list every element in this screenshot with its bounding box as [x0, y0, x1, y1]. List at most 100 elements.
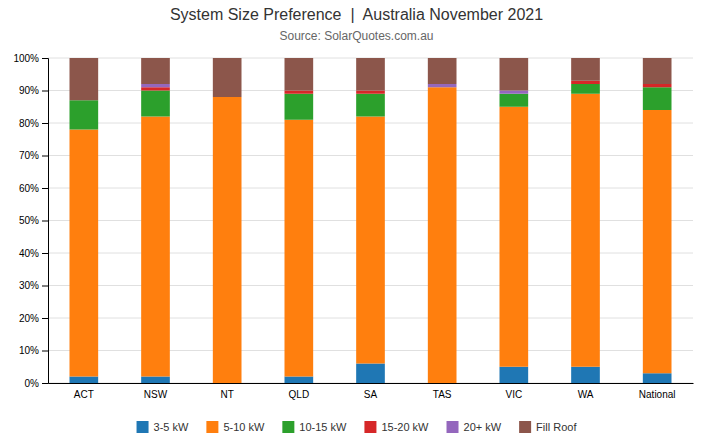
bar-segment [500, 91, 529, 94]
bars [70, 58, 672, 383]
legend-swatch [447, 421, 459, 433]
bar-segment [285, 120, 314, 377]
y-tick-label: 100% [13, 53, 39, 64]
y-tick: 30% [19, 280, 48, 291]
x-tick-label: WA [578, 389, 594, 400]
y-axis: 0% 10% 20% 30% 40% 50% 60% 70% 80% 90% 100% [13, 53, 48, 389]
y-tick-mark [42, 58, 48, 59]
x-tick: SA [364, 383, 378, 400]
bar-segment [643, 84, 672, 87]
legend-item: 3-5 kW [137, 421, 189, 433]
bar-segment [285, 377, 314, 384]
legend-label: 10-15 kW [299, 421, 347, 433]
bar-segment [428, 84, 457, 87]
y-tick-mark [42, 351, 48, 352]
bar-segment [356, 117, 385, 364]
y-tick-mark [42, 123, 48, 124]
bar-segment [356, 91, 385, 94]
bar-segment [643, 87, 672, 110]
x-tick-label: NSW [144, 389, 168, 400]
bar-segment [500, 367, 529, 383]
legend-item: 5-10 kW [206, 421, 265, 433]
legend-swatch [206, 421, 218, 433]
bar-segment [571, 94, 600, 367]
y-tick: 10% [19, 345, 48, 356]
y-tick-mark [42, 156, 48, 157]
legend-item: Fill Roof [519, 421, 577, 433]
y-tick: 60% [19, 183, 48, 194]
y-tick: 90% [19, 85, 48, 96]
bar-segment [571, 84, 600, 94]
x-tick-label: NT [220, 389, 233, 400]
x-tick: QLD [289, 383, 310, 400]
bar-segment [141, 58, 170, 84]
chart: System Size Preference | Australia Novem… [0, 0, 713, 445]
y-tick-mark [42, 188, 48, 189]
x-tick: NT [220, 383, 233, 400]
bar-segment [500, 94, 529, 107]
title: System Size Preference | Australia Novem… [170, 6, 543, 23]
y-tick-label: 30% [19, 280, 39, 291]
bar-segment [70, 100, 99, 129]
y-tick-label: 0% [25, 378, 40, 389]
bar-segment [643, 373, 672, 383]
x-tick: VIC [505, 383, 522, 400]
y-tick: 80% [19, 118, 48, 129]
bar-segment [643, 110, 672, 373]
series [70, 87, 672, 383]
bar-segment [571, 81, 600, 84]
y-tick-label: 70% [19, 150, 39, 161]
bar-segment [141, 87, 170, 90]
x-axis-line [49, 383, 694, 384]
bar-segment [500, 107, 529, 367]
legend-item: 15-20 kW [364, 421, 429, 433]
legend: 3-5 kW 5-10 kW 10-15 kW 15-20 kW 20+ kW Fill … [137, 421, 578, 433]
y-tick-label: 50% [19, 215, 39, 226]
bar-segment [70, 377, 99, 384]
legend-label: 15-20 kW [381, 421, 429, 433]
bar-segment [428, 58, 457, 84]
y-tick-label: 40% [19, 248, 39, 259]
y-tick: 0% [25, 378, 48, 389]
y-tick: 40% [19, 248, 48, 259]
legend-label: 5-10 kW [223, 421, 265, 433]
legend-swatch [137, 421, 149, 433]
legend-swatch [519, 421, 531, 433]
bar-segment [70, 130, 99, 377]
series [70, 58, 672, 100]
y-tick-mark [42, 383, 48, 384]
bar-segment [70, 58, 99, 100]
bar-segment [356, 364, 385, 384]
y-tick-mark [42, 286, 48, 287]
bar-segment [356, 94, 385, 117]
series [141, 84, 528, 94]
y-tick-mark [42, 221, 48, 222]
x-tick-label: National [639, 389, 676, 400]
series [70, 84, 672, 130]
y-tick: 70% [19, 150, 48, 161]
bar-segment [141, 377, 170, 384]
legend-item: 20+ kW [447, 421, 502, 433]
x-tick: ACT [74, 383, 94, 400]
x-tick: NSW [144, 383, 168, 400]
legend-swatch [282, 421, 294, 433]
x-tick-label: SA [364, 389, 378, 400]
x-tick: TAS [433, 383, 452, 400]
bar-segment [356, 58, 385, 91]
bar-segment [141, 84, 170, 87]
legend-swatch [364, 421, 376, 433]
bar-segment [500, 58, 529, 91]
x-tick: WA [578, 383, 594, 400]
x-tick: National [639, 383, 676, 400]
bar-segment [285, 58, 314, 91]
bar-segment [141, 117, 170, 377]
x-axis: ACT NSW NT QLD SA TAS VIC WA National [49, 383, 694, 400]
legend-label: Fill Roof [536, 421, 577, 433]
y-tick-mark [42, 253, 48, 254]
bar-segment [213, 58, 242, 97]
y-tick-label: 20% [19, 313, 39, 324]
x-tick-label: TAS [433, 389, 452, 400]
y-tick: 20% [19, 313, 48, 324]
y-tick: 100% [13, 53, 48, 64]
y-tick: 50% [19, 215, 48, 226]
